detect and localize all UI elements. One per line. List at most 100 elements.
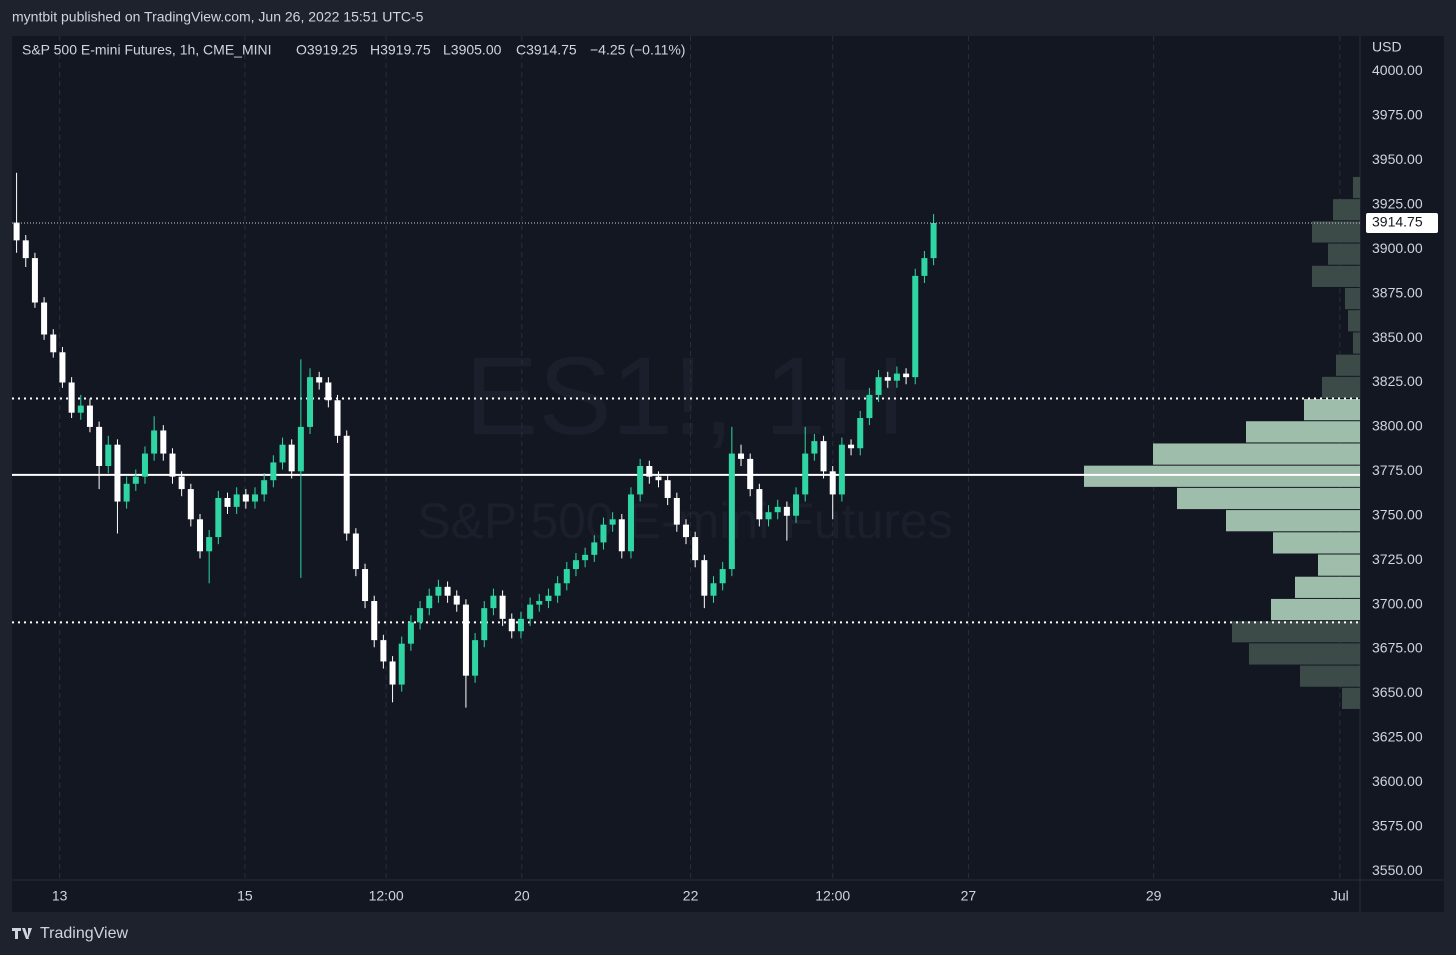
x-tick-label: 15 [237,888,253,904]
brand: TradingView [12,925,128,942]
symbol: S&P 500 E-mini Futures, 1h, CME_MINI [22,42,272,58]
watermark-name: S&P 500 E-mini Futures [417,493,952,549]
y-tick-label: 3950.00 [1372,151,1423,167]
profile-bar [1328,243,1360,265]
candle-body [31,258,38,303]
candle-body [426,595,433,609]
candle-body [774,506,781,513]
candle-body [710,583,717,596]
candle-body [59,352,66,383]
candle-body [811,441,818,454]
published: myntbit published on TradingView.com, Ju… [12,9,424,25]
currency: USD [1372,39,1402,55]
candle-body [371,601,378,641]
y-tick-label: 3675.00 [1372,640,1423,656]
candle-body [857,418,864,449]
candle-body [96,426,103,466]
candle-body [86,405,93,427]
candle-body [169,453,176,477]
candle-body [600,524,607,543]
candle-body [747,458,754,490]
low: L3905.00 [443,42,502,58]
candle-body [728,453,735,570]
candle-body [13,222,20,241]
candle-body [362,569,369,602]
profile-bar [1312,265,1360,287]
y-tick-label: 3900.00 [1372,240,1423,256]
candle-body [582,554,589,561]
candle-body [903,373,910,378]
candle-body [921,258,928,276]
candle-body [206,537,213,552]
watermark: ES1!, 1H S&P 500 E-mini Futures [417,335,952,549]
candle-body [288,444,295,472]
candle-body [545,595,552,602]
open: O3919.25 [296,42,358,58]
candle-body [793,494,800,516]
candle-body [838,444,845,495]
candle-body [884,377,891,381]
profile-bar [1312,221,1360,243]
candle-body [224,497,231,507]
candle-body [756,489,763,520]
profile-bar [1353,332,1360,354]
candle-body [866,394,873,419]
candle-body [664,480,671,498]
candle-body [398,643,405,685]
candle-body [68,382,75,413]
candle-body [307,377,314,427]
profile-bar [1249,643,1360,665]
y-tick-label: 3575.00 [1372,817,1423,833]
plot [12,36,1360,880]
candle-body [407,622,414,644]
profile-bar [1232,621,1360,643]
candle-body [151,430,158,454]
x-tick-label: 22 [683,888,699,904]
y-tick-label: 3750.00 [1372,506,1423,522]
candle-body [462,604,469,676]
profile-bar [1342,687,1360,709]
x-tick-label: Jul [1331,888,1349,904]
candle-body [215,497,222,538]
profile-bar [1271,598,1360,621]
watermark-ticker: ES1!, 1H [465,335,905,458]
brand-name: TradingView [40,925,128,942]
price-axis [1360,36,1444,880]
change: −4.25 (−0.11%) [590,42,685,58]
candle-body [554,583,561,596]
profile-bar [1318,554,1360,576]
profile-bar [1348,310,1360,332]
candle-body [417,608,424,623]
candle-body [196,519,203,552]
candle-body [655,476,662,481]
candle-body [325,382,332,401]
candle-body [316,377,323,383]
candle-body [343,435,350,534]
candle-body [123,483,130,502]
logo [12,928,32,939]
candle-body [563,569,570,584]
profile-bar [1226,510,1360,532]
candle-body [270,462,277,481]
candle-body [490,595,497,609]
candle-body [719,569,726,584]
candle-body [141,453,148,477]
candle-body [453,595,460,605]
time-axis [12,880,1444,912]
candle-body [572,560,579,570]
profile-bar [1345,287,1360,310]
profile-bar [1304,399,1360,421]
candle-body [297,426,304,472]
candle-body [178,476,185,490]
y-tick-label: 3825.00 [1372,373,1423,389]
y-tick-label: 3850.00 [1372,329,1423,345]
candle-body [41,302,48,335]
profile-bar [1273,532,1360,554]
candle-body [444,586,451,596]
candle-body [692,537,699,561]
profile-bar [1153,443,1360,465]
y-tick-label: 3700.00 [1372,595,1423,611]
profile-bar [1353,176,1360,199]
x-tick-label: 29 [1146,888,1162,904]
